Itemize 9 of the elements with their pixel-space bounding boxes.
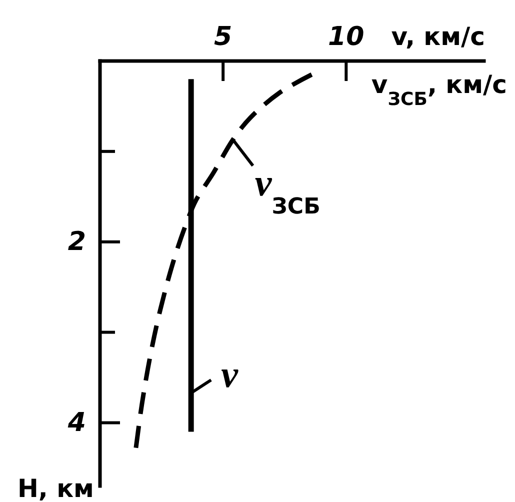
annotation: v$_{ЗСБ}$, км/с (371, 70, 507, 110)
y-axis-title: H, км (17, 474, 94, 502)
x-axis-title: v, км/с (391, 22, 485, 51)
series-label: v$_{ЗСБ}$ (254, 162, 320, 220)
legend-label: v (221, 354, 240, 396)
y-tick-label: 4 (66, 408, 86, 438)
x-tick-label: 10 (328, 22, 364, 52)
x-tick-label: 5 (214, 22, 232, 52)
y-tick-label: 2 (68, 227, 86, 258)
